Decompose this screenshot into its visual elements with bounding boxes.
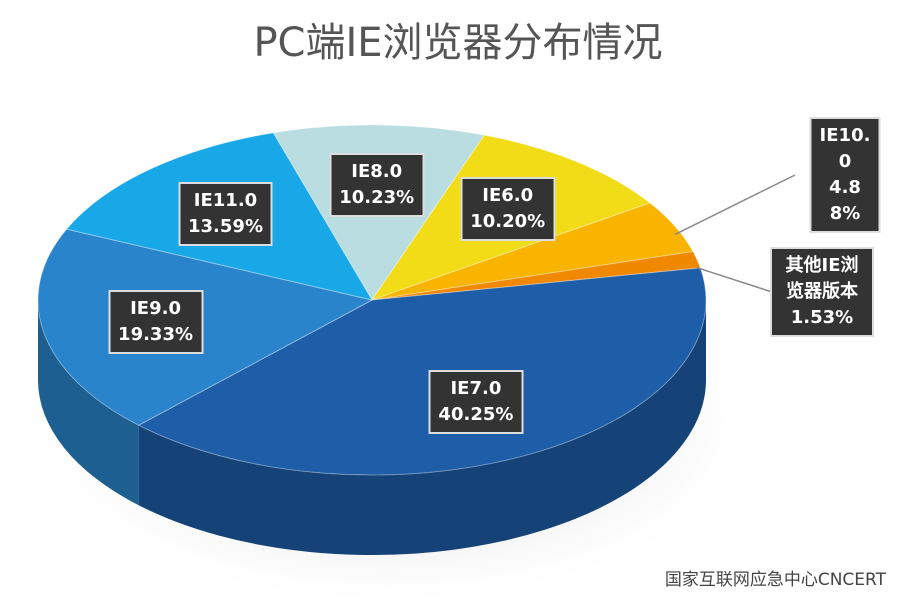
data-label: IE7.0 40.25%: [428, 369, 524, 434]
label-category: IE8.0: [351, 160, 403, 182]
label-value: 1.53%: [790, 307, 854, 328]
slice-side: [138, 300, 707, 555]
label-value: 40.25%: [438, 403, 514, 425]
label-category: IE7.0: [450, 377, 502, 399]
label-category: IE6.0: [482, 184, 534, 206]
label-category: IE11.0: [193, 189, 258, 211]
label-category: IE10.0: [819, 125, 871, 172]
leader-line: [696, 266, 773, 293]
label-category: 其他IE浏览器版本: [785, 255, 859, 302]
label-value: 10.23%: [339, 186, 415, 208]
label-value: 13.59%: [188, 215, 263, 237]
slice-side: [38, 300, 139, 506]
watermark: 国家互联网应急中心CNCERT: [664, 570, 886, 590]
leader-line: [674, 174, 796, 236]
slice: [371, 202, 694, 301]
slice: [137, 267, 707, 476]
label-value: 19.33%: [118, 323, 194, 345]
data-label: IE9.0 19.33%: [108, 289, 204, 354]
label-value: 4.88%: [829, 177, 861, 224]
slice: [371, 250, 702, 301]
data-label: IE6.0 10.20%: [460, 176, 556, 241]
label-value: 10.20%: [470, 210, 546, 232]
slice: [37, 228, 374, 426]
chart-title: PC端IE浏览器分布情况: [253, 20, 663, 66]
data-label: IE8.0 10.23%: [329, 152, 425, 217]
data-label: 其他IE浏览器版本 1.53%: [770, 247, 874, 337]
data-label: IE11.0 13.59%: [178, 181, 273, 246]
label-category: IE9.0: [130, 297, 181, 319]
data-label: IE10.0 4.88%: [809, 117, 881, 233]
